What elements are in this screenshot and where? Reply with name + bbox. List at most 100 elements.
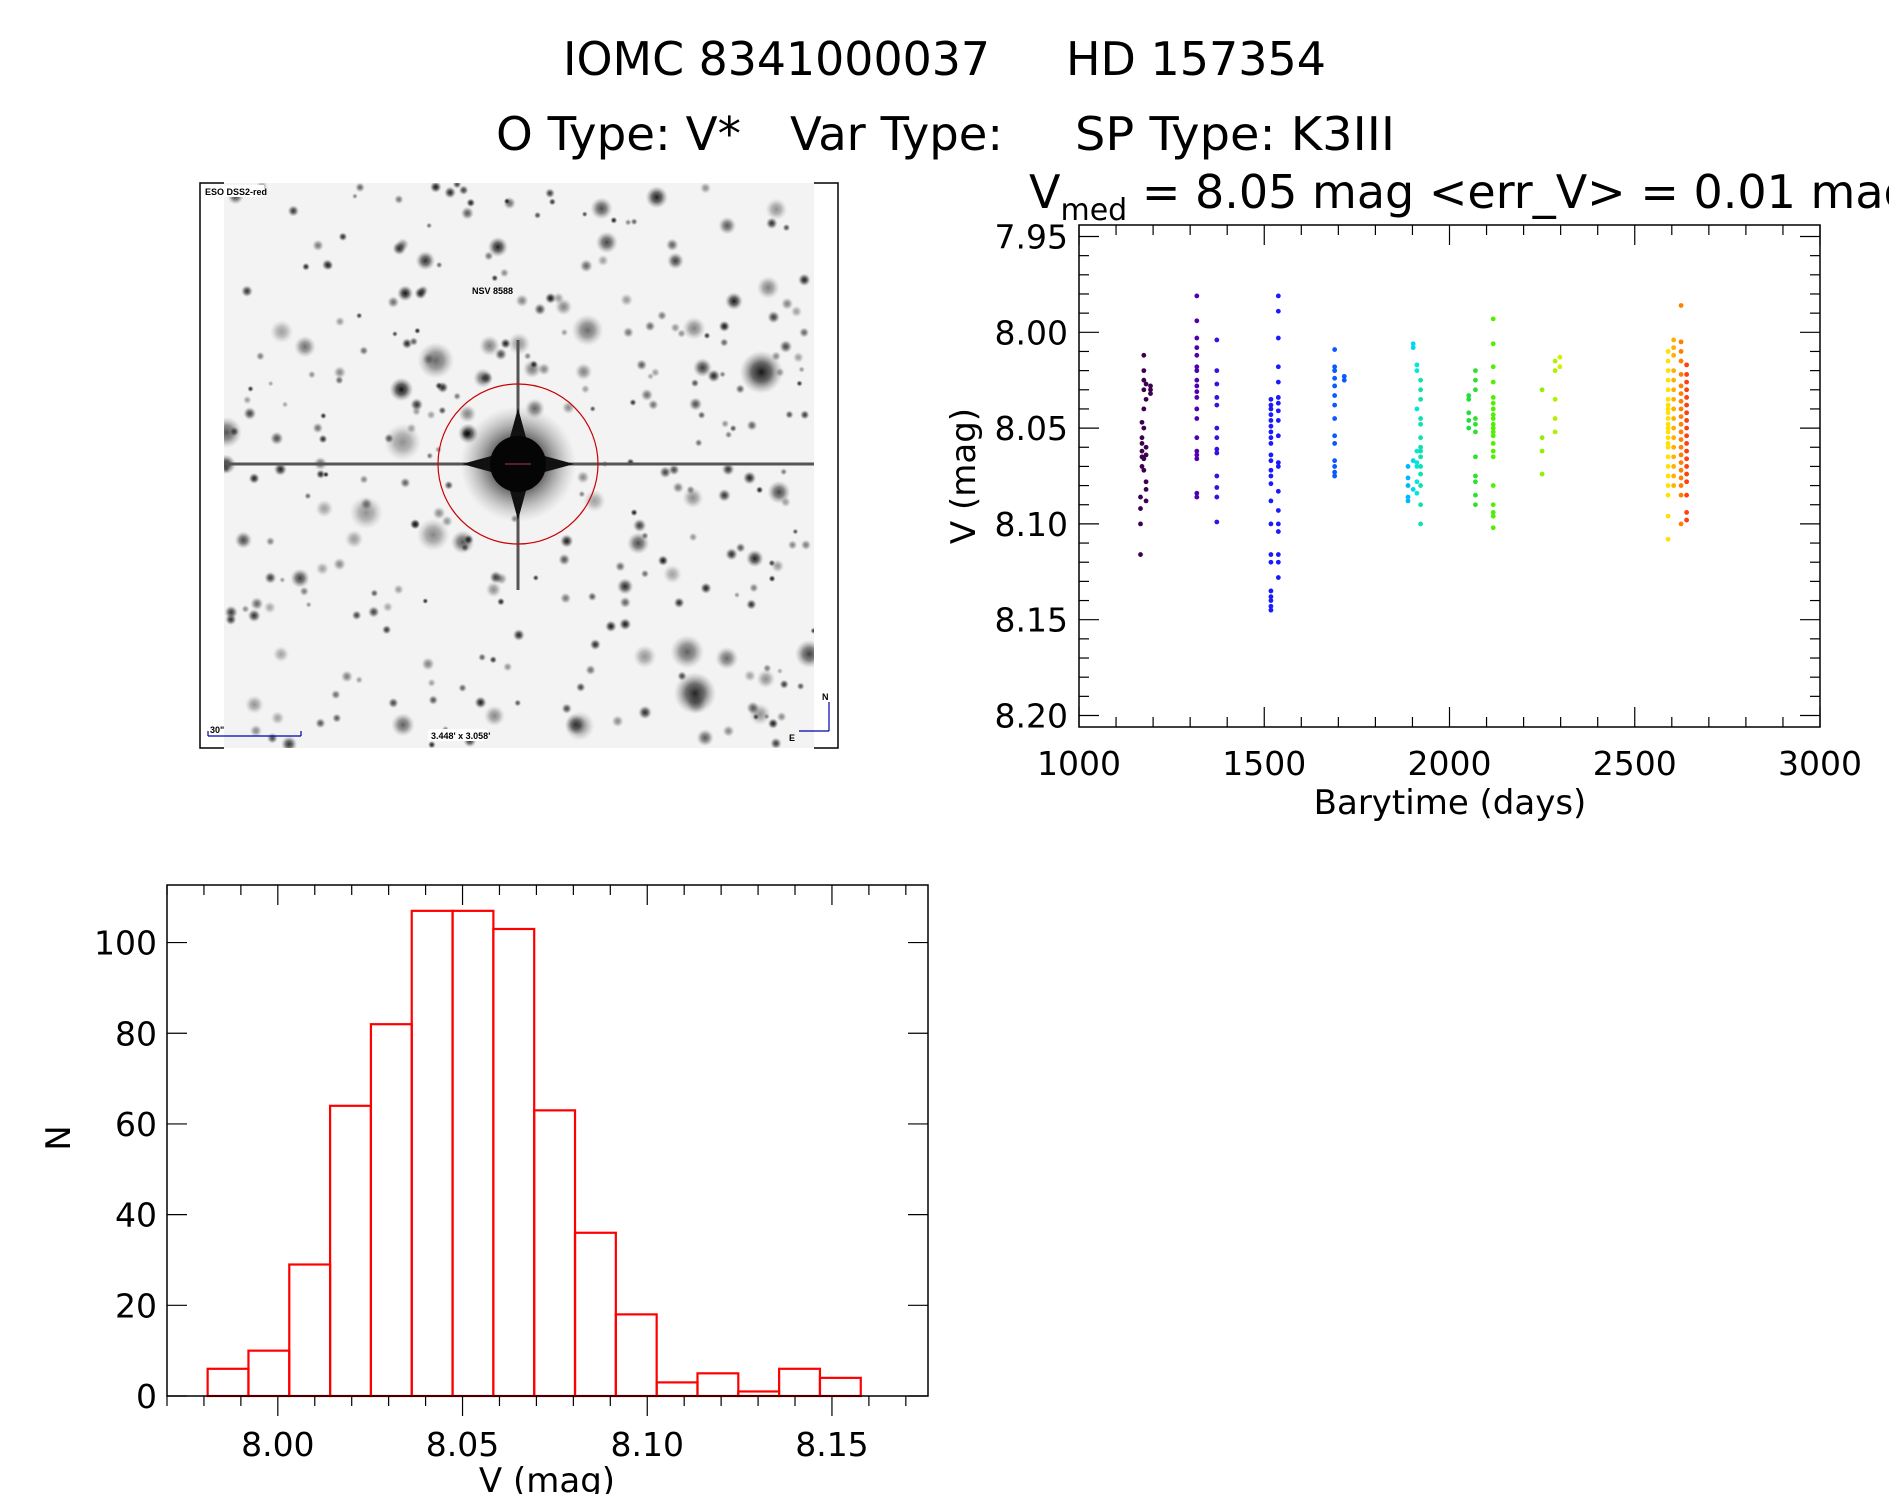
data-point — [1418, 448, 1424, 454]
star — [315, 499, 334, 518]
star — [722, 725, 735, 738]
star — [810, 627, 814, 635]
data-point — [1678, 358, 1684, 364]
star — [434, 381, 443, 390]
star — [355, 183, 365, 193]
star — [719, 370, 726, 378]
star — [533, 211, 542, 219]
data-point — [1332, 464, 1338, 469]
star — [355, 312, 363, 319]
star — [338, 232, 348, 242]
star — [463, 534, 474, 545]
data-point — [1194, 490, 1200, 496]
star — [312, 239, 324, 252]
star — [614, 561, 626, 572]
data-point — [1539, 387, 1545, 393]
star — [458, 404, 477, 423]
data-point — [1473, 377, 1478, 383]
data-point — [1665, 473, 1671, 479]
data-point — [1275, 433, 1281, 439]
data-point — [1139, 448, 1145, 454]
data-point — [1678, 460, 1684, 465]
data-point — [1671, 345, 1677, 351]
data-point — [1665, 435, 1671, 441]
star — [787, 540, 798, 550]
star — [332, 557, 347, 571]
star — [579, 259, 594, 273]
data-point — [1268, 498, 1274, 504]
data-point — [1414, 362, 1420, 368]
star — [746, 701, 760, 715]
survey-label: ESO DSS2-red — [205, 187, 267, 197]
data-point — [1148, 383, 1153, 389]
data-point — [1557, 354, 1563, 360]
star — [640, 569, 650, 579]
data-point — [1143, 498, 1149, 504]
star — [559, 592, 572, 604]
data-point — [1671, 454, 1677, 460]
star — [564, 710, 595, 742]
data-point — [1194, 448, 1200, 454]
data-point — [1671, 377, 1677, 383]
star — [767, 480, 791, 504]
field-size-label: 3.448' x 3.058' — [431, 731, 490, 741]
star — [627, 532, 650, 555]
data-point — [1194, 383, 1200, 389]
star — [544, 188, 555, 199]
star — [324, 261, 334, 271]
star — [427, 678, 436, 688]
star — [587, 591, 597, 602]
data-point — [1418, 396, 1424, 402]
star — [425, 222, 433, 229]
title-iomc-id: IOMC 8341000037 — [563, 32, 990, 86]
star — [301, 262, 310, 271]
star — [670, 322, 681, 333]
star — [491, 274, 499, 282]
data-point — [1490, 448, 1496, 454]
star — [703, 332, 711, 340]
star — [756, 669, 776, 689]
x-tick-label: 8.10 — [611, 1425, 684, 1464]
data-point — [1414, 490, 1420, 496]
data-point — [1418, 421, 1424, 427]
data-point — [1275, 552, 1281, 557]
data-point — [1141, 387, 1147, 393]
data-point — [1473, 416, 1478, 421]
data-point — [1678, 452, 1684, 458]
star — [656, 310, 668, 321]
histogram-bar — [206, 1367, 250, 1398]
data-point — [1665, 410, 1671, 416]
data-point — [1138, 521, 1143, 527]
data-point — [1473, 368, 1478, 374]
star — [668, 464, 680, 476]
star — [435, 261, 443, 269]
star — [474, 696, 487, 709]
star — [670, 634, 705, 669]
x-tick-label: 3000 — [1778, 744, 1862, 783]
data-point — [1268, 598, 1274, 603]
data-point — [1684, 448, 1690, 454]
star — [767, 718, 779, 729]
data-point — [1332, 469, 1338, 475]
star — [444, 480, 454, 490]
star — [619, 617, 632, 631]
star — [780, 297, 794, 311]
data-point — [1684, 456, 1690, 462]
x-tick-label: 1500 — [1222, 744, 1306, 783]
data-point — [1490, 510, 1496, 515]
data-point — [1275, 418, 1281, 423]
star — [645, 186, 668, 209]
data-point — [1678, 391, 1684, 397]
star — [771, 559, 785, 573]
histogram-bar — [410, 909, 454, 1398]
star — [460, 543, 470, 552]
star — [487, 236, 509, 258]
data-point — [1268, 406, 1274, 412]
star — [763, 713, 770, 720]
star — [318, 434, 328, 444]
data-point — [1332, 383, 1338, 389]
star — [315, 469, 326, 479]
data-point — [1490, 412, 1496, 418]
star — [768, 575, 776, 583]
data-point — [1671, 352, 1677, 358]
